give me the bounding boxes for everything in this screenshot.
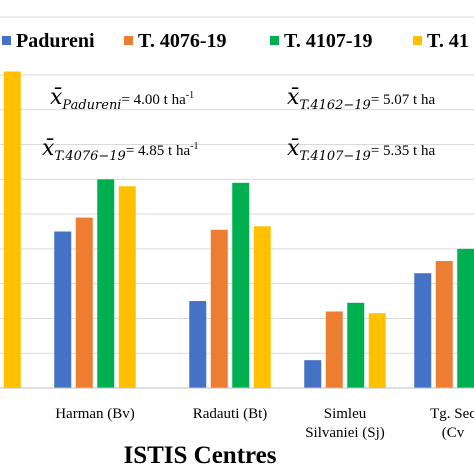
legend-item: Padureni	[2, 30, 95, 52]
bar	[118, 186, 136, 388]
mean-annotation: x̄T.4107−19= 5.35 t ha	[287, 136, 435, 164]
bar	[253, 226, 271, 388]
bar	[97, 179, 115, 388]
legend-item: T. 4107-19	[270, 30, 373, 52]
x-tick-labels: )Harman (Bv)Radauti (Bt)SimleuSilvaniei …	[55, 406, 474, 441]
legend-swatch	[270, 36, 279, 45]
legend-item: T. 4076-19	[124, 30, 227, 52]
legend-label: T. 41	[427, 30, 469, 52]
legend-label: Padureni	[16, 30, 95, 52]
bar	[304, 360, 322, 388]
legend-swatch	[2, 36, 11, 45]
legend-label: T. 4076-19	[138, 30, 227, 52]
x-axis-title: ISTIS Centres	[123, 442, 276, 469]
legend-swatch	[124, 36, 133, 45]
x-tick-label: Radauti (Bt)	[193, 406, 268, 422]
mean-annotation: x̄T.4076−19= 4.85 t ha-1	[42, 136, 198, 164]
legend-swatch	[413, 36, 422, 45]
mean-annotation: x̄Padureni= 4.00 t ha-1	[50, 85, 194, 113]
bar	[347, 302, 365, 388]
bars-group	[3, 71, 474, 389]
annotations: x̄Padureni= 4.00 t ha-1 x̄T.4162−19= 5.07…	[42, 85, 435, 164]
bar	[325, 311, 343, 388]
x-tick-label: Simleu Silvaniei (Sj)	[305, 406, 385, 441]
bar	[3, 71, 21, 389]
legend: Padureni T. 4076-19 T. 4107-19 T. 41	[2, 30, 469, 52]
bar	[457, 248, 474, 388]
x-tick-label: Tg. Sec (Cv	[430, 406, 474, 441]
bar	[368, 313, 386, 388]
bar	[435, 261, 453, 388]
mean-annotation: x̄T.4162−19= 5.07 t ha	[287, 85, 435, 113]
bar	[54, 231, 72, 388]
bar	[210, 229, 228, 388]
bar	[189, 301, 207, 388]
bar	[232, 182, 250, 388]
legend-item: T. 41	[413, 30, 469, 52]
legend-label: T. 4107-19	[284, 30, 373, 52]
bar	[414, 273, 432, 388]
bar	[75, 217, 93, 388]
x-tick-label: Harman (Bv)	[55, 406, 135, 422]
